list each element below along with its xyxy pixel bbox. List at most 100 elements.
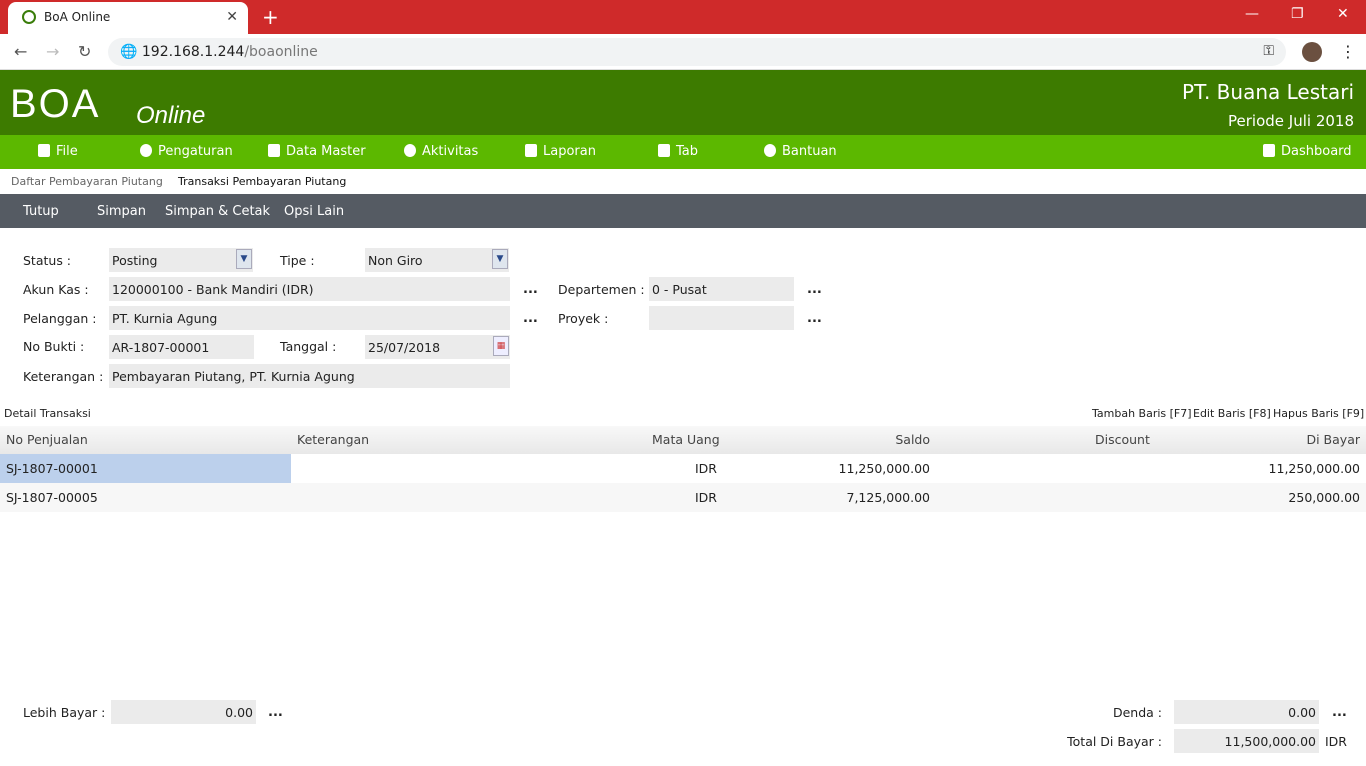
col-keterangan[interactable]: Keterangan [297,432,370,447]
keterangan-field[interactable]: Pembayaran Piutang, PT. Kurnia Agung [109,364,510,388]
app-header: BOA Online PT. Buana Lestari Periode Jul… [0,70,1366,135]
cell-saldo[interactable]: 7,125,000.00 [846,490,931,505]
chart-icon [1263,144,1275,157]
departemen-field[interactable]: 0 - Pusat [649,277,794,301]
table-row[interactable]: SJ-1807-00005 IDR 7,125,000.00 250,000.0… [0,483,1366,512]
edit-baris-button[interactable]: Edit Baris [F8] [1193,407,1271,420]
new-tab-button[interactable]: + [262,5,279,29]
departemen-lookup-button[interactable]: ... [807,282,822,297]
lebih-bayar-label: Lebih Bayar : [23,705,106,720]
more-menu-icon[interactable]: ⋮ [1340,42,1356,61]
cell-no-penjualan[interactable]: SJ-1807-00005 [6,490,98,505]
total-di-bayar-label: Total Di Bayar : [1067,734,1162,749]
hapus-baris-button[interactable]: Hapus Baris [F9] [1273,407,1365,420]
key-icon[interactable]: ⚿ [1263,43,1274,59]
help-icon [764,144,776,157]
menu-aktivitas[interactable]: Aktivitas [404,144,478,159]
tab-icon [658,144,670,157]
browser-tab-bar: BoA Online ✕ + — ❐ ✕ [0,0,1366,34]
tanggal-value: 25/07/2018 [368,340,441,355]
menu-label: Laporan [543,144,596,159]
simpan-cetak-button[interactable]: Simpan & Cetak [165,204,271,219]
company-name: PT. Buana Lestari [1182,80,1354,104]
detail-title: Detail Transaksi [4,407,91,420]
akun-kas-lookup-button[interactable]: ... [523,282,538,297]
action-toolbar: Tutup Simpan Simpan & Cetak Opsi Lain [0,194,1366,228]
reload-icon[interactable]: ↻ [78,42,92,61]
cell-mata-uang[interactable]: IDR [695,461,717,476]
report-icon [525,144,537,157]
favicon-icon [22,10,36,24]
table-header: No Penjualan Keterangan Mata Uang Saldo … [0,426,1366,454]
col-mata-uang[interactable]: Mata Uang [652,432,720,447]
menu-laporan[interactable]: Laporan [525,144,596,159]
globe-icon: 🌐 [120,44,142,60]
menu-label: Bantuan [782,144,837,159]
proyek-lookup-button[interactable]: ... [807,311,822,326]
status-label: Status : [23,253,72,268]
menu-tab[interactable]: Tab [658,144,698,159]
menu-data-master[interactable]: Data Master [268,144,366,159]
tutup-button[interactable]: Tutup [23,204,59,219]
col-saldo[interactable]: Saldo [895,432,930,447]
menu-label: File [56,144,78,159]
url-host: 192.168.1.244 [141,44,245,60]
tanggal-label: Tanggal : [280,339,337,354]
tab-daftar-pembayaran[interactable]: Daftar Pembayaran Piutang [11,175,163,188]
restore-button[interactable]: ❐ [1291,6,1304,22]
minimize-button[interactable]: — [1245,6,1259,22]
cell-mata-uang[interactable]: IDR [695,490,717,505]
tanggal-field[interactable]: 25/07/2018 ▦ [365,335,510,359]
proyek-field[interactable] [649,306,794,330]
col-no-penjualan[interactable]: No Penjualan [6,432,88,447]
chevron-down-icon[interactable]: ▼ [236,249,252,269]
lebih-bayar-lookup-button[interactable]: ... [268,705,283,720]
menu-pengaturan[interactable]: Pengaturan [140,144,233,159]
tipe-select[interactable]: Non Giro ▼ [365,248,509,272]
chevron-down-icon[interactable]: ▼ [492,249,508,269]
no-bukti-label: No Bukti : [23,339,85,354]
close-tab-icon[interactable]: ✕ [226,9,238,25]
url-input[interactable]: 🌐 192.168.1.244/boaonline ⚿ [108,38,1286,66]
denda-label: Denda : [1112,705,1162,720]
avatar[interactable] [1302,42,1322,62]
forward-icon[interactable]: → [46,42,60,61]
cell-saldo[interactable]: 11,250,000.00 [838,461,930,476]
tipe-value: Non Giro [368,253,423,268]
menu-dashboard[interactable]: Dashboard [1263,144,1352,159]
menu-label: Tab [676,144,699,159]
tab-transaksi-pembayaran[interactable]: Transaksi Pembayaran Piutang [178,175,347,188]
database-icon [268,144,280,157]
opsi-lain-button[interactable]: Opsi Lain [284,204,345,219]
cell-di-bayar[interactable]: 250,000.00 [1288,490,1360,505]
main-menu: File Pengaturan Data Master Aktivitas La… [0,135,1366,169]
col-discount[interactable]: Discount [1095,432,1150,447]
menu-bantuan[interactable]: Bantuan [764,144,837,159]
total-currency: IDR [1325,734,1347,749]
period: Periode Juli 2018 [1228,112,1354,130]
status-value: Posting [112,253,158,268]
table-row[interactable]: SJ-1807-00001 IDR 11,250,000.00 11,250,0… [0,454,1366,483]
url-path: /boaonline [244,44,318,60]
back-icon[interactable]: ← [14,42,28,61]
keterangan-label: Keterangan : [23,369,104,384]
simpan-button[interactable]: Simpan [97,204,146,219]
col-di-bayar[interactable]: Di Bayar [1306,432,1360,447]
cell-di-bayar[interactable]: 11,250,000.00 [1268,461,1360,476]
browser-tab[interactable]: BoA Online ✕ [8,2,248,34]
akun-kas-label: Akun Kas : [23,282,89,297]
denda-lookup-button[interactable]: ... [1332,705,1347,720]
akun-kas-field[interactable]: 120000100 - Bank Mandiri (IDR) [109,277,510,301]
calendar-icon[interactable]: ▦ [493,336,509,356]
denda-field[interactable]: 0.00 [1174,700,1319,724]
close-window-button[interactable]: ✕ [1337,6,1349,22]
menu-file[interactable]: File [38,144,78,159]
cell-no-penjualan[interactable]: SJ-1807-00001 [6,461,98,476]
pelanggan-field[interactable]: PT. Kurnia Agung [109,306,510,330]
no-bukti-field[interactable]: AR-1807-00001 [109,335,254,359]
tambah-baris-button[interactable]: Tambah Baris [F7] [1092,407,1192,420]
lebih-bayar-field[interactable]: 0.00 [111,700,256,724]
pelanggan-lookup-button[interactable]: ... [523,311,538,326]
tipe-label: Tipe : [280,253,315,268]
status-select[interactable]: Posting ▼ [109,248,253,272]
